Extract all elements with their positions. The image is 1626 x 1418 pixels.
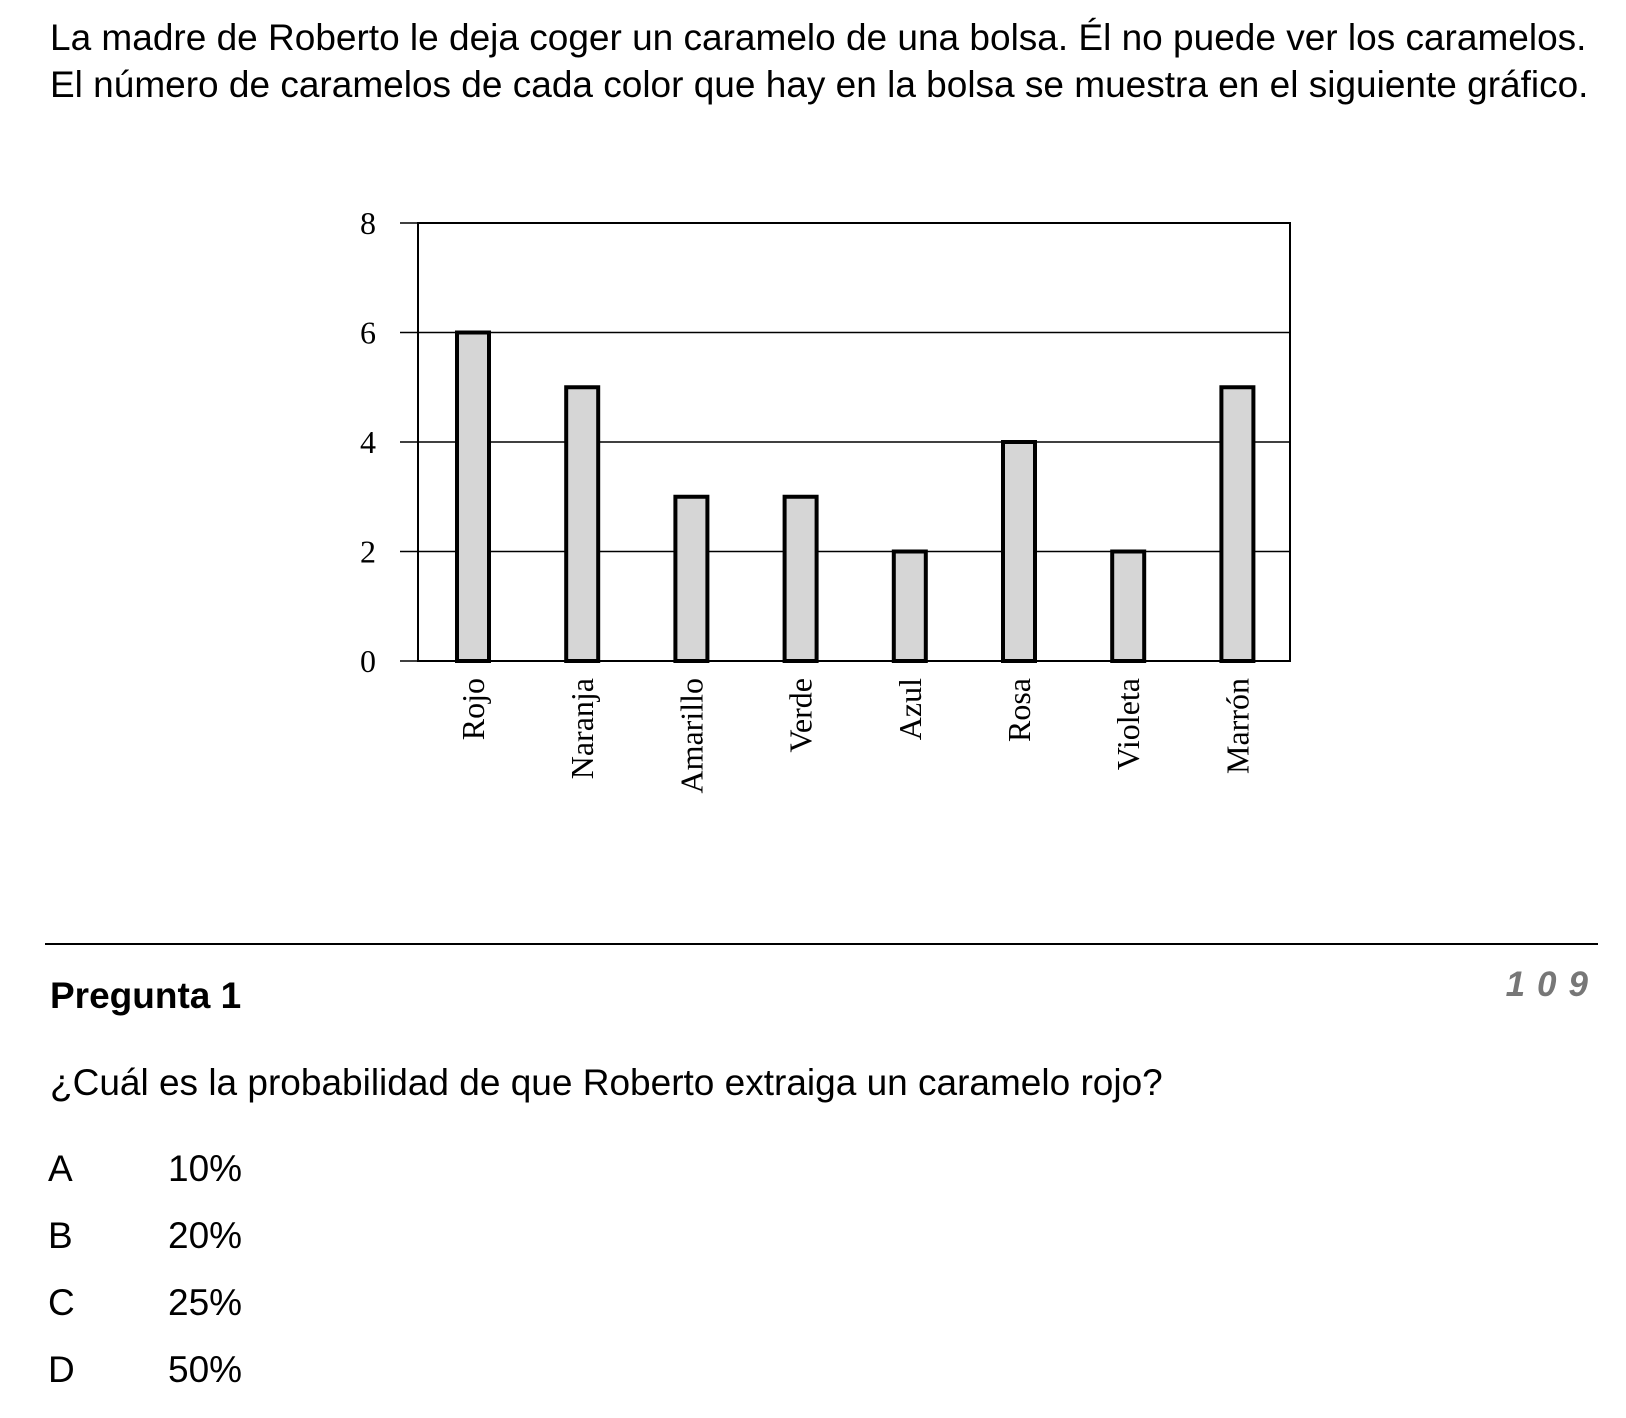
bar bbox=[455, 330, 491, 663]
option-letter: B bbox=[48, 1215, 73, 1256]
x-category-label: Azul bbox=[892, 678, 928, 740]
intro-text: La madre de Roberto le deja coger un car… bbox=[50, 17, 1589, 105]
answer-options: A 10% B 20% C 25% D 50% bbox=[48, 1148, 242, 1416]
option-letter: D bbox=[48, 1349, 75, 1390]
bar bbox=[1001, 440, 1037, 663]
option-value: 50% bbox=[168, 1349, 243, 1390]
answer-option[interactable]: D 50% bbox=[48, 1349, 242, 1416]
x-category-label: Marrón bbox=[1219, 678, 1255, 774]
bar bbox=[564, 385, 601, 663]
bar bbox=[1219, 385, 1256, 663]
answer-option[interactable]: B 20% bbox=[48, 1215, 242, 1282]
x-category-label: Naranja bbox=[564, 678, 600, 779]
y-tick-label: 0 bbox=[360, 643, 376, 679]
bar bbox=[673, 494, 710, 663]
question-title: Pregunta 1 bbox=[50, 975, 242, 1016]
option-value: 10% bbox=[168, 1148, 243, 1189]
option-letter: A bbox=[48, 1148, 73, 1189]
x-category-label: Amarillo bbox=[673, 678, 709, 794]
x-category-label: Verde bbox=[783, 678, 819, 753]
answer-option[interactable]: C 25% bbox=[48, 1282, 242, 1349]
y-tick-label: 8 bbox=[360, 205, 376, 241]
bar bbox=[891, 549, 928, 663]
answer-option[interactable]: A 10% bbox=[48, 1148, 242, 1215]
y-tick-label: 2 bbox=[360, 534, 376, 570]
question-code: 109 bbox=[1505, 965, 1600, 1004]
y-tick-label: 6 bbox=[360, 315, 376, 351]
y-tick-label: 4 bbox=[360, 424, 376, 460]
x-category-label: Rojo bbox=[455, 678, 491, 740]
question-text: ¿Cuál es la probabilidad de que Roberto … bbox=[50, 1062, 1163, 1103]
bar-chart: 0 2 4 6 8 Rojo Naranja Amarillo Verde Azul Rosa Vio… bbox=[360, 205, 1291, 794]
bar bbox=[1110, 549, 1147, 663]
bar-chart-svg: 0 2 4 6 8 Rojo Naranja Amarillo Verde Azul Rosa Vio… bbox=[360, 205, 1291, 794]
option-letter: C bbox=[48, 1282, 75, 1323]
bar bbox=[782, 494, 819, 663]
plot-frame bbox=[417, 222, 1291, 662]
x-category-label: Rosa bbox=[1001, 678, 1037, 742]
option-value: 25% bbox=[168, 1282, 243, 1323]
x-category-label: Violeta bbox=[1110, 678, 1146, 770]
section-divider bbox=[45, 943, 1598, 945]
option-value: 20% bbox=[168, 1215, 243, 1256]
